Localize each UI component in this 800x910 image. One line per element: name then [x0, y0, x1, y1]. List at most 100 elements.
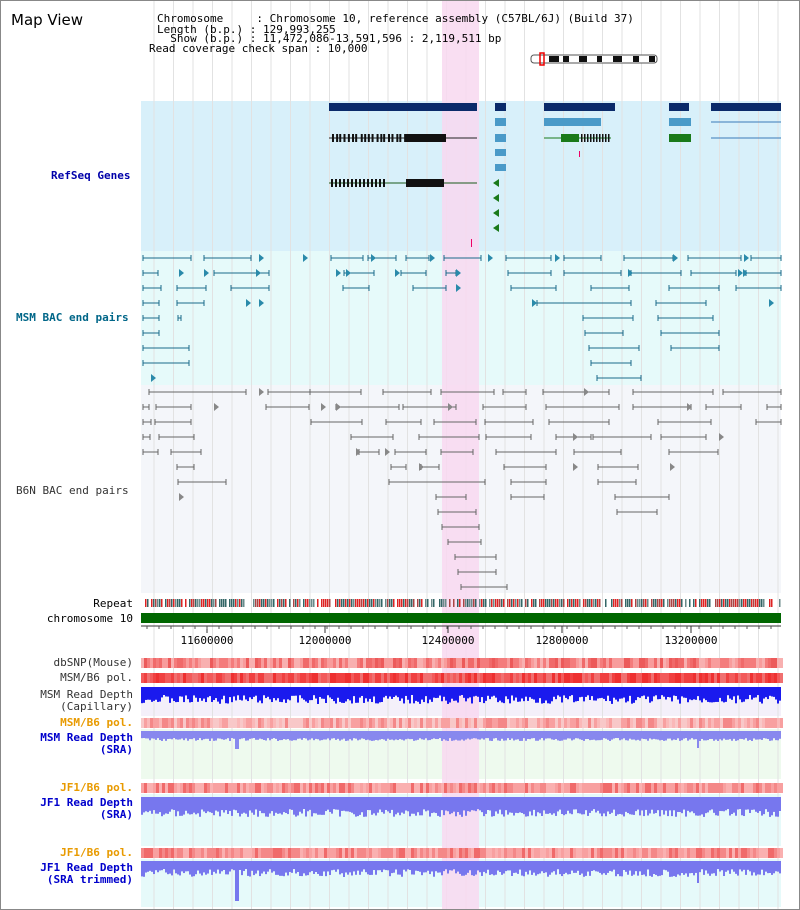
- msm-cap-depth-bar: [223, 687, 225, 696]
- dbsnp-heat: [357, 658, 360, 668]
- msm-sra-depth-bar: [669, 731, 671, 739]
- msm-b6-pol-heat: [282, 673, 285, 683]
- msm-b6-pol-heat: [222, 673, 225, 683]
- repeat-feature: [355, 599, 357, 607]
- jf1-sra-depth-bar: [185, 797, 187, 811]
- jf1-b6-pol2-heat: [675, 848, 678, 858]
- msm-b6-pol2-heat: [615, 718, 618, 728]
- msm-cap-depth-bar: [687, 687, 689, 703]
- msm-cap-depth-bar: [729, 687, 731, 699]
- jf1-b6-pol2-heat: [309, 848, 312, 858]
- msm-sra-depth-bar: [615, 731, 617, 739]
- repeat-feature: [219, 599, 221, 607]
- msm-b6-pol2-heat: [483, 718, 486, 728]
- repeat-feature: [689, 599, 691, 607]
- jf1-trim-depth-bar: [241, 861, 243, 876]
- repeat-feature: [285, 599, 287, 607]
- msm-cap-depth-bar: [717, 687, 719, 702]
- msm-cap-depth-bar: [331, 687, 333, 700]
- jf1-trim-depth-bar: [227, 861, 229, 875]
- msm-bac-arrow: [555, 254, 560, 262]
- jf1-trim-depth-bar: [545, 861, 547, 873]
- dbsnp-heat: [744, 658, 747, 668]
- dbsnp-heat: [771, 658, 774, 668]
- jf1-trim-depth-bar: [373, 861, 375, 871]
- jf1-trim-depth-bar: [299, 861, 301, 876]
- dbsnp-heat: [342, 658, 345, 668]
- jf1-trim-depth-bar: [497, 861, 499, 871]
- msm-b6-pol2-heat: [216, 718, 219, 728]
- jf1-sra-depth-bar: [665, 797, 667, 811]
- msm-cap-depth-bar: [225, 687, 227, 704]
- jf1-b6-pol2-heat: [489, 848, 492, 858]
- jf1-b6-pol2-heat: [486, 848, 489, 858]
- jf1-b6-pol2-heat: [558, 848, 561, 858]
- msm-b6-pol2-heat: [528, 718, 531, 728]
- track-label-b6n-bac[interactable]: B6N BAC end pairs: [16, 484, 129, 497]
- msm-b6-pol-heat: [711, 673, 714, 683]
- jf1-b6-pol2-heat: [777, 848, 780, 858]
- msm-b6-pol-heat: [384, 673, 387, 683]
- jf1-b6-pol-heat: [630, 783, 633, 793]
- dbsnp-heat: [486, 658, 489, 668]
- jf1-b6-pol2-heat: [447, 848, 450, 858]
- repeat-feature: [727, 599, 729, 607]
- track-label-refseq[interactable]: RefSeq Genes: [51, 169, 131, 182]
- msm-b6-pol-heat: [717, 673, 720, 683]
- jf1-b6-pol-heat: [234, 783, 237, 793]
- msm-sra-depth-bar: [361, 731, 363, 739]
- jf1-sra-depth-bar: [171, 797, 173, 810]
- jf1-sra-depth-bar: [521, 797, 523, 813]
- jf1-sra-depth-bar: [317, 797, 319, 815]
- jf1-sra-depth-bar: [645, 797, 647, 810]
- msm-sra-depth-bar: [531, 731, 533, 739]
- msm-cap-depth-bar: [421, 687, 423, 700]
- chromosome-info: Chromosome : Chromosome 10, reference as…: [157, 12, 634, 25]
- msm-cap-depth-bar: [147, 687, 149, 700]
- msm-sra-depth-bar: [679, 731, 681, 741]
- msm-sra-depth-bar: [743, 731, 745, 740]
- msm-sra-depth-bar: [261, 731, 263, 740]
- msm-sra-depth-bar: [395, 731, 397, 740]
- repeat-feature: [177, 599, 179, 607]
- jf1-trim-depth-bar: [311, 861, 313, 872]
- jf1-b6-pol2-heat: [591, 848, 594, 858]
- msm-cap-depth-bar: [621, 687, 623, 699]
- jf1-sra-depth-bar: [691, 797, 693, 812]
- msm-sra-depth-bar: [511, 731, 513, 739]
- msm-cap-depth-bar: [249, 687, 251, 698]
- jf1-trim-depth-bar: [505, 861, 507, 872]
- jf1-trim-depth-bar: [551, 861, 553, 873]
- jf1-b6-pol-heat: [207, 783, 210, 793]
- msm-b6-pol2-heat: [357, 718, 360, 728]
- dbsnp-heat: [231, 658, 234, 668]
- jf1-trim-depth-bar: [151, 861, 153, 872]
- jf1-sra-depth-bar: [503, 797, 505, 817]
- jf1-trim-depth-bar: [665, 861, 667, 871]
- msm-cap-depth-bar: [153, 687, 155, 701]
- dbsnp-heat: [573, 658, 576, 668]
- jf1-b6-pol-heat: [780, 783, 783, 793]
- jf1-b6-pol2-heat: [636, 848, 639, 858]
- jf1-b6-pol2-heat: [711, 848, 714, 858]
- msm-cap-depth-bar: [241, 687, 243, 701]
- msm-cap-depth-bar: [371, 687, 373, 703]
- dbsnp-heat: [435, 658, 438, 668]
- msm-cap-depth-bar: [479, 687, 481, 703]
- track-label-msm-bac[interactable]: MSM BAC end pairs: [16, 311, 129, 324]
- jf1-trim-depth-bar: [251, 861, 253, 871]
- jf1-b6-pol-heat: [567, 783, 570, 793]
- repeat-feature: [373, 599, 375, 607]
- dbsnp-heat: [540, 658, 543, 668]
- jf1-b6-pol-heat: [627, 783, 630, 793]
- msm-sra-depth-bar: [411, 731, 413, 740]
- msm-b6-pol2-heat: [321, 718, 324, 728]
- dbsnp-heat: [375, 658, 378, 668]
- msm-bac-arrow: [532, 299, 537, 307]
- jf1-b6-pol-heat: [624, 783, 627, 793]
- msm-cap-depth-bar: [483, 687, 485, 704]
- repeat-feature: [189, 599, 191, 607]
- msm-b6-pol2-heat: [246, 718, 249, 728]
- msm-cap-depth-bar: [273, 687, 275, 699]
